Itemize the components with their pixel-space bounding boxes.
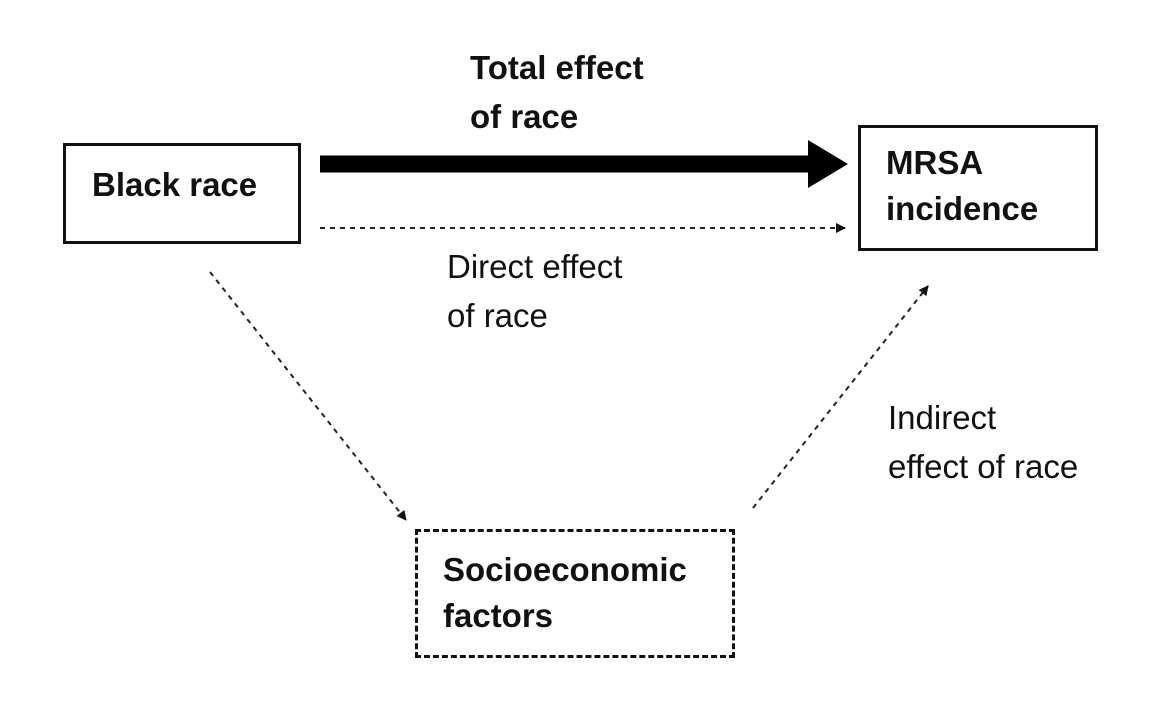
black-race-node: Black race — [63, 143, 301, 244]
socioeconomic-to-mrsa-arrow — [752, 285, 929, 509]
indirect-effect-line2: effect of race — [888, 448, 1079, 485]
socioeconomic-label-line1: Socioeconomic — [443, 551, 687, 588]
total-effect-label: Total effect of race — [470, 43, 644, 141]
indirect-effect-label: Indirect effect of race — [888, 393, 1078, 491]
race-to-socioeconomic-arrow — [209, 271, 407, 521]
mrsa-label-line2: incidence — [886, 190, 1039, 227]
indirect-effect-line1: Indirect — [888, 399, 997, 436]
mrsa-incidence-node: MRSA incidence — [858, 125, 1098, 251]
black-race-label: Black race — [92, 166, 258, 203]
total-effect-line1: Total effect — [470, 49, 644, 86]
total-effect-arrow — [320, 140, 848, 188]
total-effect-line2: of race — [470, 98, 579, 135]
direct-effect-line1: Direct effect — [447, 248, 623, 285]
mrsa-label-line1: MRSA — [886, 144, 984, 181]
socioeconomic-label-line2: factors — [443, 597, 554, 634]
direct-effect-line2: of race — [447, 297, 548, 334]
direct-effect-label: Direct effect of race — [447, 242, 622, 340]
socioeconomic-factors-node: Socioeconomic factors — [415, 529, 735, 658]
